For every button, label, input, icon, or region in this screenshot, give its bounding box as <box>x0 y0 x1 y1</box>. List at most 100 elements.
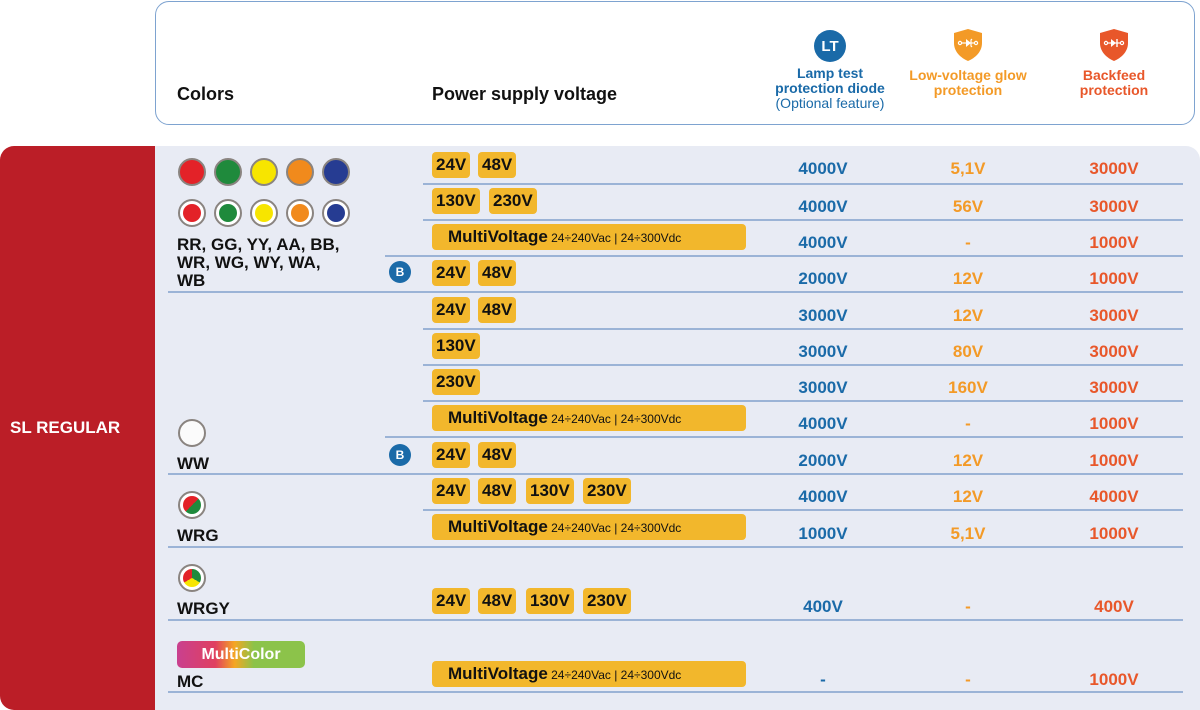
voltage-pill: 48V <box>478 478 517 504</box>
color-dot-red-green-yellow <box>178 564 206 592</box>
voltage-pill: 230V <box>432 369 480 395</box>
voltage-header: Power supply voltage <box>432 84 618 104</box>
lt-value: - <box>820 670 826 689</box>
lt-value: 2000V <box>798 451 848 470</box>
lt-value: 1000V <box>798 524 848 543</box>
color-codes-line1: RR, GG, YY, AA, BB, <box>177 235 340 254</box>
lt-value: 400V <box>803 597 843 616</box>
lv-title-2: protection <box>933 82 1003 98</box>
bf-value: 3000V <box>1089 306 1139 325</box>
voltage-pill: 130V <box>432 188 480 214</box>
row-separator <box>385 436 1183 438</box>
lv-value: - <box>965 233 971 252</box>
color-dot-white-yellow <box>250 199 278 227</box>
bf-value: 4000V <box>1089 487 1139 506</box>
lv-value: - <box>965 597 971 616</box>
lt-value: 2000V <box>798 269 848 288</box>
lt-title-2: protection diode <box>775 80 885 96</box>
lt-value: 3000V <box>798 342 848 361</box>
bf-value: 3000V <box>1089 197 1139 216</box>
colors-header: Colors <box>177 84 235 104</box>
series-band <box>0 146 155 710</box>
bf-value: 1000V <box>1089 670 1139 689</box>
color-dot-red <box>178 158 206 186</box>
multivoltage-range: 24÷240Vac | 24÷300Vdc <box>547 668 682 682</box>
lv-title-1: Low-voltage glow <box>909 67 1027 83</box>
table-header <box>155 1 1195 125</box>
voltage-pill: 24V <box>432 588 471 614</box>
multivoltage-range: 24÷240Vac | 24÷300Vdc <box>547 521 682 535</box>
voltage-pill: 230V <box>583 478 631 504</box>
lv-value: 5,1V <box>950 159 986 178</box>
multivoltage-pill: MultiVoltage 24÷240Vac | 24÷300Vdc <box>432 224 746 250</box>
voltage-pill: 48V <box>478 442 517 468</box>
voltage-pill: 24V <box>432 442 471 468</box>
row-separator <box>168 619 1183 621</box>
voltage-pill: 24V <box>432 478 471 504</box>
color-dot-white <box>178 419 206 447</box>
bf-value: 3000V <box>1089 342 1139 361</box>
lt-value: 4000V <box>798 233 848 252</box>
voltage-pill: 48V <box>478 588 517 614</box>
b-badge-icon: B <box>389 261 411 283</box>
color-dot-red-green <box>178 491 206 519</box>
voltage-pill: 48V <box>478 152 517 178</box>
lv-value: - <box>965 414 971 433</box>
color-dot-blue <box>322 158 350 186</box>
row-separator <box>423 183 1183 185</box>
row-separator <box>168 291 1183 293</box>
lv-value: 12V <box>952 487 984 506</box>
multicolor-badge: MultiColor <box>177 641 305 668</box>
voltage-pill: 48V <box>478 260 517 286</box>
lv-value: 160V <box>948 378 988 397</box>
bf-value: 3000V <box>1089 378 1139 397</box>
multivoltage-pill: MultiVoltage 24÷240Vac | 24÷300Vdc <box>432 405 746 431</box>
lv-value: 56V <box>952 197 984 216</box>
color-dot-white-blue <box>322 199 350 227</box>
lv-value: 12V <box>952 451 984 470</box>
row-separator <box>423 364 1183 366</box>
lv-value: - <box>965 670 971 689</box>
color-dot-white-red <box>178 199 206 227</box>
row-separator <box>168 473 1183 475</box>
color-code-ww: WW <box>177 454 210 473</box>
lamp-test-icon: LT <box>814 30 846 62</box>
row-separator <box>423 400 1183 402</box>
multivoltage-label: MultiVoltage <box>448 408 548 427</box>
row-separator <box>168 691 1183 693</box>
row-separator <box>423 328 1183 330</box>
lt-column-header: LT Lamp test protection diode (Optional … <box>755 30 905 111</box>
color-code-wrg: WRG <box>177 526 219 545</box>
voltage-pill: 48V <box>478 297 517 323</box>
lt-value: 4000V <box>798 487 848 506</box>
lv-column-header: Low-voltage glow protection <box>893 28 1043 98</box>
bf-value: 1000V <box>1089 233 1139 252</box>
bf-value: 1000V <box>1089 524 1139 543</box>
voltage-pill: 24V <box>432 297 471 323</box>
series-label: SL REGULAR <box>10 418 121 437</box>
multivoltage-range: 24÷240Vac | 24÷300Vdc <box>547 231 682 245</box>
bf-value: 3000V <box>1089 159 1139 178</box>
voltage-pill: 230V <box>489 188 537 214</box>
lv-value: 80V <box>952 342 984 361</box>
color-codes-line3: WB <box>177 271 206 290</box>
lv-value: 12V <box>952 306 984 325</box>
lt-value: 3000V <box>798 306 848 325</box>
multivoltage-label: MultiVoltage <box>448 664 548 683</box>
voltage-pill: 130V <box>526 588 574 614</box>
color-code-wrgy: WRGY <box>177 599 230 618</box>
backfeed-shield-icon <box>1100 29 1128 61</box>
bf-value: 1000V <box>1089 414 1139 433</box>
bf-value: 1000V <box>1089 269 1139 288</box>
voltage-pill: 230V <box>583 588 631 614</box>
bf-column-header: Backfeed protection <box>1039 28 1189 98</box>
lt-value: 4000V <box>798 197 848 216</box>
b-badge-icon: B <box>389 444 411 466</box>
color-dot-green <box>214 158 242 186</box>
row-separator <box>423 219 1183 221</box>
color-dot-white-green <box>214 199 242 227</box>
voltage-pill: 24V <box>432 260 471 286</box>
lt-value: 4000V <box>798 414 848 433</box>
color-codes-line2: WR, WG, WY, WA, <box>177 253 321 272</box>
multivoltage-label: MultiVoltage <box>448 517 548 536</box>
